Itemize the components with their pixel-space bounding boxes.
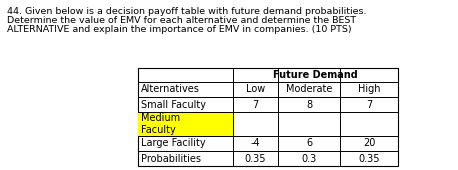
Text: Large Facility: Large Facility: [141, 139, 206, 149]
Text: ALTERNATIVE and explain the importance of EMV in companies. (10 PTS): ALTERNATIVE and explain the importance o…: [7, 25, 352, 34]
Bar: [138, 68, 398, 166]
Bar: [138, 112, 233, 136]
Text: High: High: [358, 84, 380, 95]
Text: -4: -4: [251, 139, 260, 149]
Text: 6: 6: [306, 139, 312, 149]
Text: 0.35: 0.35: [245, 154, 266, 164]
Text: 20: 20: [363, 139, 375, 149]
Text: 0.3: 0.3: [301, 154, 316, 164]
Text: Determine the value of EMV for each alternative and determine the BEST: Determine the value of EMV for each alte…: [7, 16, 356, 25]
Text: Moderate: Moderate: [286, 84, 332, 95]
Text: Low: Low: [246, 84, 265, 95]
Text: 8: 8: [306, 99, 312, 109]
Text: Future Demand: Future Demand: [273, 70, 358, 80]
Text: 7: 7: [366, 99, 372, 109]
Text: 7: 7: [252, 99, 259, 109]
Text: 44. Given below is a decision payoff table with future demand probabilities.: 44. Given below is a decision payoff tab…: [7, 7, 366, 16]
Text: Alternatives: Alternatives: [141, 84, 200, 95]
Text: Medium
Faculty: Medium Faculty: [141, 113, 180, 135]
Text: Small Faculty: Small Faculty: [141, 99, 206, 109]
Text: Probabilities: Probabilities: [141, 154, 201, 164]
Text: 0.35: 0.35: [358, 154, 380, 164]
